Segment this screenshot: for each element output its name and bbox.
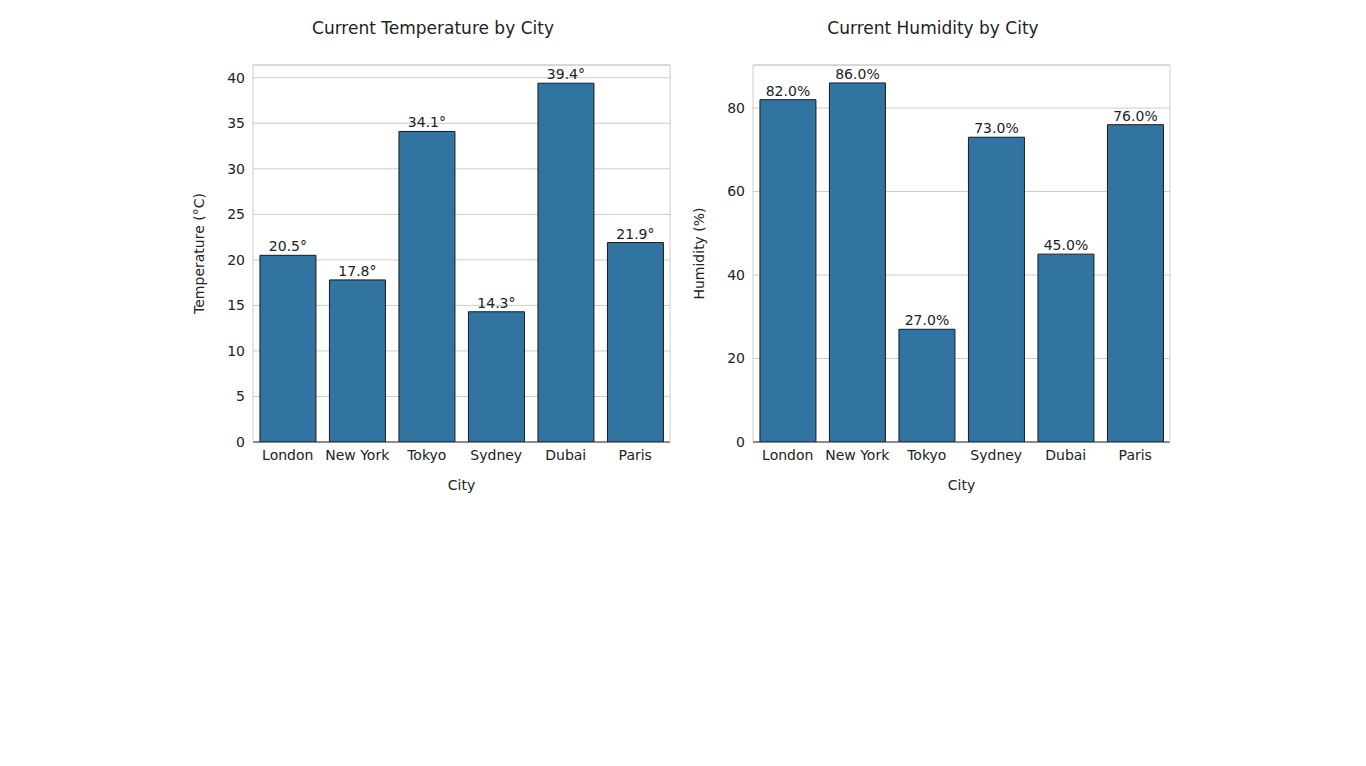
svg-text:35: 35 [227, 115, 245, 131]
svg-text:34.1°: 34.1° [408, 114, 446, 130]
svg-text:45.0%: 45.0% [1044, 237, 1088, 253]
svg-text:London: London [262, 447, 313, 463]
svg-text:New York: New York [325, 447, 390, 463]
svg-text:25: 25 [227, 206, 245, 222]
svg-text:10: 10 [227, 343, 245, 359]
svg-text:20: 20 [727, 350, 745, 366]
svg-text:5: 5 [236, 388, 245, 404]
svg-text:Dubai: Dubai [1045, 447, 1086, 463]
svg-text:20: 20 [227, 252, 245, 268]
svg-text:Paris: Paris [1119, 447, 1152, 463]
svg-text:0: 0 [736, 434, 745, 450]
svg-text:Sydney: Sydney [970, 447, 1022, 463]
html-text:Current Humidity by City: Current Humidity by City [827, 18, 1039, 38]
svg-text:Tokyo: Tokyo [406, 447, 446, 463]
svg-text:73.0%: 73.0% [974, 120, 1018, 136]
svg-text:Temperature (°C): Temperature (°C) [191, 193, 207, 315]
svg-text:76.0%: 76.0% [1113, 108, 1157, 124]
svg-text:City: City [948, 477, 975, 493]
svg-text:30: 30 [227, 161, 245, 177]
svg-text:40: 40 [227, 70, 245, 86]
svg-text:0: 0 [236, 434, 245, 450]
svg-text:14.3°: 14.3° [477, 295, 515, 311]
svg-text:39.4°: 39.4° [547, 66, 585, 82]
svg-text:20.5°: 20.5° [269, 238, 307, 254]
svg-text:60: 60 [727, 183, 745, 199]
svg-text:17.8°: 17.8° [338, 263, 376, 279]
svg-text:Humidity (%): Humidity (%) [691, 207, 707, 299]
svg-text:Tokyo: Tokyo [906, 447, 946, 463]
svg-text:21.9°: 21.9° [616, 226, 654, 242]
svg-text:82.0%: 82.0% [766, 83, 810, 99]
svg-text:Paris: Paris [619, 447, 652, 463]
svg-text:Dubai: Dubai [545, 447, 586, 463]
svg-text:80: 80 [727, 100, 745, 116]
svg-text:86.0%: 86.0% [835, 66, 879, 82]
svg-text:40: 40 [727, 267, 745, 283]
svg-text:27.0%: 27.0% [905, 312, 949, 328]
html-text:Current Temperature by City: Current Temperature by City [312, 18, 554, 38]
svg-text:Sydney: Sydney [470, 447, 522, 463]
svg-text:London: London [762, 447, 813, 463]
svg-text:New York: New York [825, 447, 890, 463]
svg-text:City: City [448, 477, 475, 493]
svg-text:15: 15 [227, 297, 245, 313]
